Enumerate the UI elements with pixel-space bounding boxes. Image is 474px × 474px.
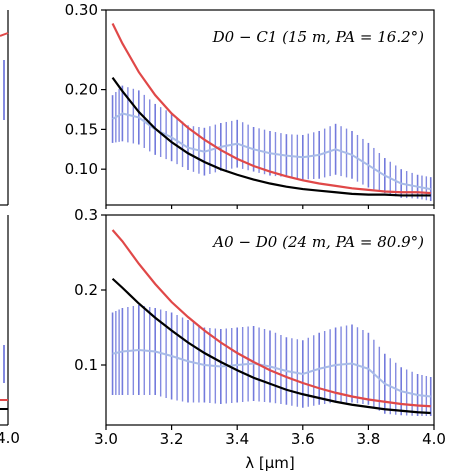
top-annotation: D0 − C1 (15 m, PA = 16.2°) [212,28,424,46]
bottom-x-tick-label: 4.0 [422,430,446,448]
top-plot-frame [105,9,435,206]
top-model-red-line [111,23,431,195]
bottom-x-tick-label: 3.4 [225,430,249,448]
bottom-x-tick-label: 3.6 [291,430,315,448]
left-partial-panel: 4.0 [0,10,20,447]
bottom-model-black-line [111,277,431,415]
bottom-x-tick-label: 3.8 [356,430,380,448]
bottom-y-tick-label: 0.3 [74,206,98,224]
top-y-tick-label: 0.20 [65,81,98,99]
top-y-tick-label: 0.10 [65,160,98,178]
bottom-panel: 0.1 0.2 0.3 3.0 3.2 3.4 3.6 3.8 4.0 A0 − D0 (24 m… [74,206,446,448]
top-y-tick-label: 0.15 [65,120,98,138]
bottom-x-tick-label: 3.0 [94,430,118,448]
bottom-x-tick-label: 3.2 [160,430,184,448]
x-axis-label: λ [μm] [245,454,295,472]
bottom-annotation: A0 − D0 (24 m, PA = 80.9°) [211,233,424,251]
bottom-y-tick-label: 0.2 [74,281,98,299]
left-x-tick-label: 4.0 [0,429,20,447]
bottom-model-red-line [111,229,431,408]
left-top-red-line-fragment [0,32,9,37]
bottom-data-line [112,348,431,398]
top-panel: 0.10 0.15 0.20 0.30 D0 − C1 (15 m, PA = 16.2… [65,1,435,209]
bottom-plot-frame [105,214,435,426]
top-y-tick-label: 0.30 [65,1,98,19]
top-model-black-line [111,77,431,197]
bottom-y-tick-label: 0.1 [74,356,98,374]
